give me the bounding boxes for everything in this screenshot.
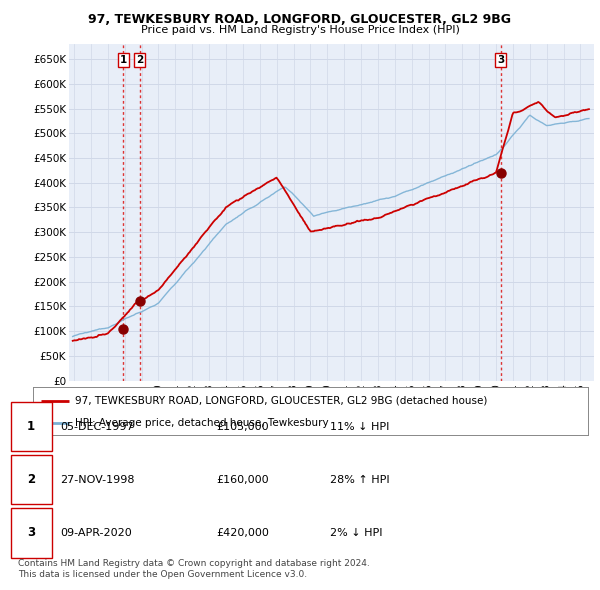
Text: 27-NOV-1998: 27-NOV-1998 [60,475,134,485]
Text: This data is licensed under the Open Government Licence v3.0.: This data is licensed under the Open Gov… [18,570,307,579]
Text: Contains HM Land Registry data © Crown copyright and database right 2024.: Contains HM Land Registry data © Crown c… [18,559,370,568]
Text: 3: 3 [497,55,504,65]
Text: 1: 1 [120,55,127,65]
Text: 11% ↓ HPI: 11% ↓ HPI [330,422,389,432]
Text: 97, TEWKESBURY ROAD, LONGFORD, GLOUCESTER, GL2 9BG: 97, TEWKESBURY ROAD, LONGFORD, GLOUCESTE… [89,13,511,26]
Text: £420,000: £420,000 [216,528,269,538]
Text: £160,000: £160,000 [216,475,269,485]
Text: 3: 3 [27,526,35,539]
Text: 2% ↓ HPI: 2% ↓ HPI [330,528,383,538]
Text: HPI: Average price, detached house, Tewkesbury: HPI: Average price, detached house, Tewk… [74,418,328,428]
Text: 28% ↑ HPI: 28% ↑ HPI [330,475,389,485]
Text: 1: 1 [27,420,35,433]
Text: £105,000: £105,000 [216,422,269,432]
Text: Price paid vs. HM Land Registry's House Price Index (HPI): Price paid vs. HM Land Registry's House … [140,25,460,35]
Text: 2: 2 [136,55,143,65]
Text: 05-DEC-1997: 05-DEC-1997 [60,422,134,432]
Text: 2: 2 [27,473,35,486]
Text: 97, TEWKESBURY ROAD, LONGFORD, GLOUCESTER, GL2 9BG (detached house): 97, TEWKESBURY ROAD, LONGFORD, GLOUCESTE… [74,395,487,405]
Text: 09-APR-2020: 09-APR-2020 [60,528,132,538]
